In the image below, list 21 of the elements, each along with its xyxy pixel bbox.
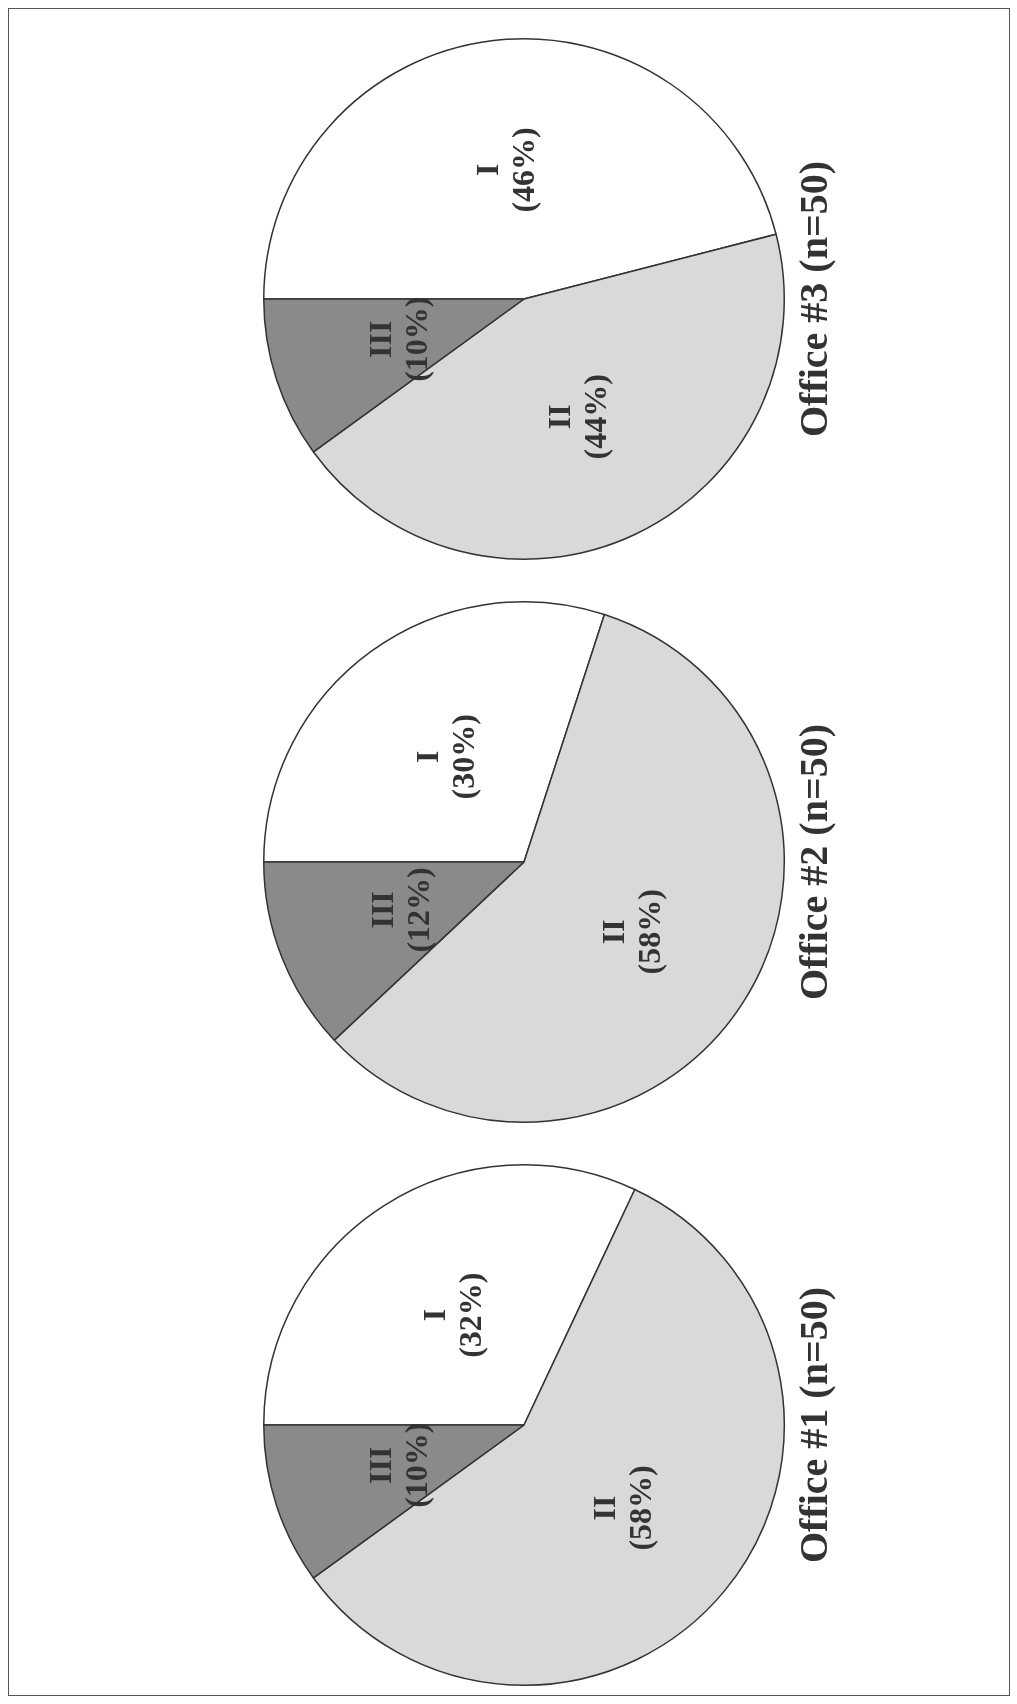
data-label: (30%) [444, 714, 481, 800]
data-label: (10%) [397, 296, 434, 382]
data-label: (46%) [504, 127, 541, 213]
slice-label: III [361, 320, 398, 358]
slice-label: I [415, 1308, 452, 1322]
text: Office #3 (n=50) [790, 159, 837, 440]
data-label: (12%) [400, 867, 437, 953]
slice-label: I [468, 163, 505, 177]
slice-label: III [361, 1446, 398, 1484]
slice-label: II [595, 919, 632, 945]
data-label: (44%) [576, 374, 613, 460]
data-label: (58%) [631, 889, 668, 975]
data-label: (32%) [451, 1272, 488, 1358]
slice-label: III [364, 891, 401, 929]
text: Office #2 (n=50) [790, 722, 837, 1003]
data-label: (10%) [397, 1422, 434, 1508]
slice-label: II [540, 404, 577, 430]
slice-label: I [408, 750, 445, 763]
text: Office #1 (n=50) [790, 1285, 837, 1566]
slice-label: II [585, 1495, 622, 1521]
data-label: (58%) [621, 1465, 658, 1551]
